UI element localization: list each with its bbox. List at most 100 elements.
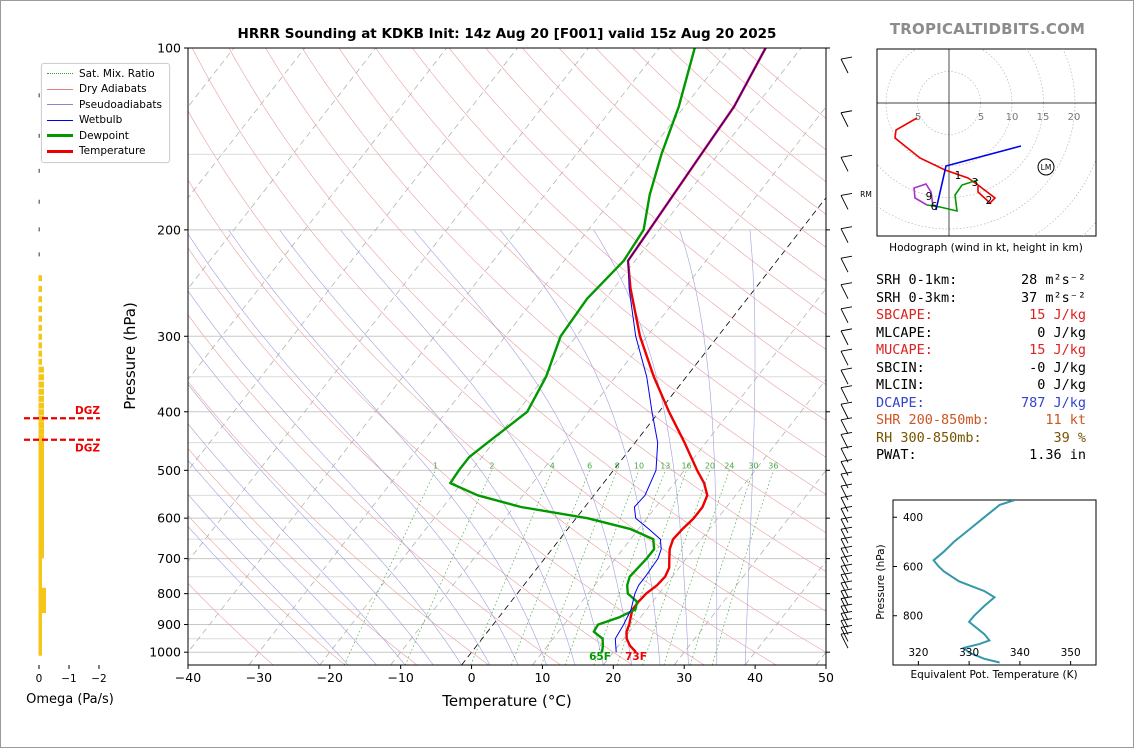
omega-bar [38,584,42,591]
hodo-ring-label: 5 [978,112,984,123]
omega-bar [38,591,46,598]
omega-bar [38,577,42,584]
omega-bar [38,559,42,566]
wind-barb [840,536,853,554]
hodo-height-label: 3 [972,177,979,189]
pseudoadiabat [188,339,462,665]
index-value: 15 J/kg [1029,342,1086,358]
pseudoadiabat [188,233,519,665]
legend-swatch [47,104,73,106]
dry-adiabat [228,48,826,612]
index-value: 787 J/kg [1020,394,1086,411]
wind-barb [840,506,853,523]
series-dewpoint [449,48,696,653]
mixing-ratio-line [540,470,618,665]
omega-bar [38,570,42,577]
omega-bar [38,467,44,474]
omega-bar [38,544,44,551]
index-row: PWAT: 1.36 in [876,447,1086,465]
wind-barb [840,401,853,419]
mixing-ratio-line [564,470,640,665]
chart-title: HRRR Sounding at KDKB Init: 14z Aug 20 [… [237,26,777,42]
omega-bar [38,649,42,656]
index-row: SBCAPE: 15 J/kg [876,307,1086,325]
wind-barb [840,526,853,544]
omega-bar [38,440,44,447]
wind-barb [840,417,853,434]
wind-barb [840,611,853,628]
theta-e-panel: 320 330 340 350 400 600 800 Equivalent Pot. Te… [875,499,1097,681]
dry-adiabat [375,48,826,458]
omega-bar [38,607,46,614]
legend-label: Wetbulb [79,114,123,127]
wind-barbs [840,56,853,649]
omega-bar [38,556,42,563]
isotherm-line [188,48,660,653]
hodo-ring-label: 5 [915,112,921,123]
omega-bar [38,600,46,607]
omega-bar [38,478,44,485]
index-label: SRH 0-3km: [876,289,958,306]
index-value: 0 J/kg [1037,377,1086,393]
pseudoadiabat [413,229,632,665]
omega-panel: 0 −1 −2 DGZ DGZ [24,48,107,685]
legend-entry: Dewpoint [42,128,169,144]
omega-bar [38,324,42,331]
omega-bar [38,587,46,594]
hodo-lm-label: LM [1041,163,1052,172]
hodo-height-label: 1 [955,170,962,182]
background-lines: 1 2 4 6 8 10 13 16 20 24 30 36 [188,48,826,665]
isotherm-line [188,48,518,471]
y-tick-label: 700 [157,551,181,566]
theta-y-tick-label: 800 [903,611,923,623]
pseudoadiabat [188,383,434,665]
mixing-ratio-label: 16 [682,461,692,470]
legend-swatch [47,134,73,138]
index-label: MLCAPE: [876,324,933,341]
wind-barb [840,631,853,649]
hodo-trace [926,179,979,213]
index-row: SHR 200-850mb: 11 kt [876,412,1086,430]
omega-bar [38,457,44,464]
isotherm-line [188,48,376,290]
omega-bar [38,358,42,365]
omega-bar [38,574,42,581]
dry-adiabat [188,447,418,665]
omega-bar [38,610,42,617]
wind-barb [840,563,853,581]
index-label: SRH 0-1km: [876,272,958,288]
x-tick-label: −20 [317,670,343,685]
mixing-ratio-line [470,470,553,665]
dgz-label: DGZ [75,405,100,417]
isotherm-line [319,48,802,665]
x-tick-label: 30 [676,670,692,685]
isotherm-line [532,288,826,665]
isotherm-line [744,560,826,665]
omega-bar [38,548,44,555]
omega-bar [38,536,44,543]
index-value: 11 kt [1045,412,1086,428]
x-tick-label: 20 [605,670,621,685]
omega-tick-label: 0 [36,673,43,685]
omega-bar [38,93,40,98]
legend-entry: Temperature [42,144,169,160]
omega-axis-label: Omega (Pa/s) [26,692,114,707]
hodograph-caption: Hodograph (wind in kt, height in km) [889,242,1083,254]
wind-barb [840,625,853,642]
dry-adiabat [188,381,489,665]
legend-label: Sat. Mix. Ratio [79,67,155,80]
mixing-ratio-label: 30 [748,461,758,470]
omega-bar [38,597,46,604]
index-value: 15 J/kg [1029,307,1086,323]
pseudoadiabat [188,493,349,665]
omega-bar [38,422,44,429]
mixing-ratio-label: 2 [489,461,494,470]
isotherm-line [188,48,589,562]
x-tick-label: −30 [246,670,272,685]
theta-y-label: Pressure (hPa) [875,544,887,619]
hodo-trace [894,117,997,205]
omega-bar [38,275,42,282]
legend-label: Pseudoadiabats [79,98,162,111]
wind-barb [840,545,853,563]
wind-barb [840,554,853,572]
